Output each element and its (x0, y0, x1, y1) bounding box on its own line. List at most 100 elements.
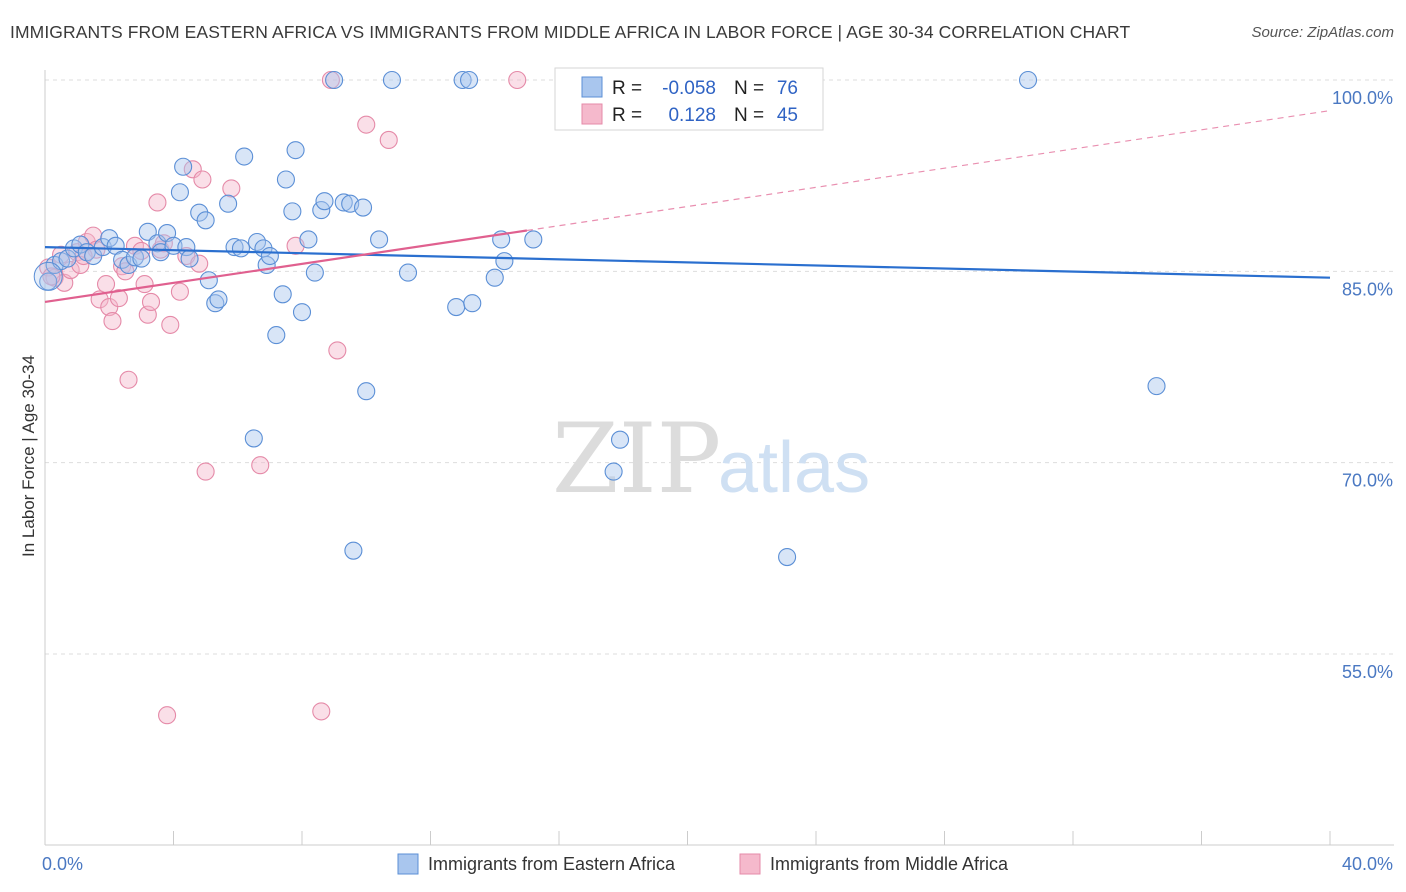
point-eastern-africa-56 (398, 263, 418, 282)
point-eastern-africa-45 (305, 263, 324, 282)
point-eastern-africa-60 (463, 294, 482, 313)
point-eastern-africa-21 (174, 157, 193, 176)
point-eastern-africa-20 (170, 183, 189, 202)
point-eastern-africa-41 (283, 202, 302, 221)
point-middle-africa-25 (161, 315, 180, 334)
point-eastern-africa-28 (209, 290, 228, 309)
point-eastern-africa-49 (334, 193, 353, 212)
chart-title: IMMIGRANTS FROM EASTERN AFRICA VS IMMIGR… (10, 22, 1131, 42)
point-middle-africa-14 (109, 289, 128, 308)
point-eastern-africa-34 (247, 232, 267, 252)
point-eastern-africa-53 (357, 382, 376, 401)
legend-n-label-1: N = (734, 78, 764, 99)
point-middle-africa-21 (141, 292, 161, 311)
point-eastern-africa-9 (100, 229, 119, 248)
point-eastern-africa-23 (180, 249, 199, 268)
point-eastern-africa-24 (190, 203, 209, 222)
point-eastern-africa-54 (370, 230, 389, 249)
point-eastern-africa-25 (196, 211, 215, 230)
legend-r-label-2: R = (612, 105, 642, 126)
legend-n-value-1: 76 (777, 78, 798, 99)
legend-r-label-1: R = (612, 78, 642, 99)
x-tick-label-1: 40.0% (1342, 854, 1393, 874)
y-tick-label-1: 70.0% (1342, 471, 1393, 491)
point-middle-africa-39 (379, 130, 398, 150)
legend-r-value-2: 0.128 (668, 105, 716, 126)
point-eastern-africa-48 (325, 70, 344, 90)
chart-source: Source: ZipAtlas.com (1251, 24, 1394, 41)
point-eastern-africa-63 (495, 252, 514, 271)
point-eastern-africa-64 (524, 230, 543, 249)
point-eastern-africa-37 (260, 246, 279, 266)
point-eastern-africa-59 (459, 70, 479, 90)
y-tick-label-2: 85.0% (1342, 279, 1393, 299)
point-eastern-africa-29 (219, 194, 238, 213)
point-middle-africa-30 (193, 170, 212, 189)
bottom-legend-label-pink: Immigrants from Middle Africa (770, 854, 1009, 874)
point-eastern-africa-68 (778, 548, 797, 567)
point-middle-africa-11 (96, 275, 116, 294)
y-tick-label-3: 100.0% (1332, 88, 1393, 108)
point-middle-africa-24 (158, 706, 177, 725)
point-eastern-africa-38 (267, 326, 286, 345)
point-eastern-africa-66 (604, 462, 623, 481)
legend-swatch-pink (581, 103, 603, 125)
point-eastern-africa-71 (1147, 377, 1166, 396)
point-middle-africa-37 (328, 341, 347, 360)
point-middle-africa-41 (42, 267, 61, 286)
point-middle-africa-19 (135, 275, 154, 294)
point-eastern-africa-31 (231, 239, 251, 258)
legend-n-label-2: N = (734, 105, 764, 126)
point-eastern-africa-26 (199, 271, 218, 290)
point-middle-africa-26 (170, 282, 189, 301)
watermark-atlas: atlas (718, 428, 870, 508)
point-middle-africa-35 (312, 702, 331, 721)
point-eastern-africa-43 (292, 303, 312, 322)
points-middle-africa (39, 70, 527, 725)
legend-n-value-2: 45 (777, 105, 798, 126)
point-eastern-africa-40 (276, 170, 295, 189)
top-legend: R = -0.058 N = 76 R = 0.128 N = 45 (554, 67, 824, 131)
axes (44, 70, 1394, 846)
bottom-legend: Immigrants from Eastern Africa Immigrant… (397, 853, 1009, 875)
y-axis-label: In Labor Force | Age 30-34 (19, 355, 38, 557)
point-middle-africa-33 (251, 456, 270, 475)
point-middle-africa-32 (222, 179, 241, 198)
point-middle-africa-13 (103, 312, 122, 331)
point-eastern-africa-3 (58, 249, 77, 268)
point-eastern-africa-57 (447, 297, 466, 317)
grid-lines (45, 79, 1395, 655)
point-eastern-africa-61 (485, 268, 504, 287)
trend-line-eastern-africa (44, 245, 1331, 279)
point-eastern-africa-67 (610, 430, 630, 449)
point-middle-africa-31 (196, 462, 215, 481)
point-eastern-africa-14 (132, 249, 151, 268)
point-middle-africa-29 (190, 254, 209, 273)
point-eastern-africa-39 (273, 285, 292, 304)
point-eastern-africa-33 (244, 429, 263, 448)
legend-swatch-blue (581, 76, 603, 98)
point-eastern-africa-55 (382, 70, 402, 90)
point-middle-africa-15 (113, 257, 132, 276)
bottom-legend-label-blue: Immigrants from Eastern Africa (428, 854, 676, 874)
y-tick-label-0: 55.0% (1342, 662, 1393, 682)
point-eastern-africa-51 (344, 541, 363, 560)
bottom-legend-swatch-blue (397, 853, 419, 875)
point-eastern-africa-47 (315, 192, 334, 211)
point-eastern-africa-52 (353, 198, 373, 217)
point-eastern-africa-70 (1018, 70, 1038, 90)
point-eastern-africa-8 (93, 238, 112, 257)
trend-lines (44, 110, 1331, 304)
x-tick-label-0: 0.0% (42, 854, 83, 874)
point-eastern-africa-42 (286, 141, 305, 160)
trend-line-middle-africa (44, 229, 528, 304)
y-tick-labels: 55.0% 70.0% 85.0% 100.0% (1332, 88, 1393, 682)
point-eastern-africa-44 (299, 230, 318, 249)
point-eastern-africa-58 (453, 70, 472, 90)
x-tick-labels: 0.0% 40.0% (42, 854, 1393, 874)
legend-r-value-1: -0.058 (662, 78, 716, 99)
point-middle-africa-22 (148, 193, 167, 212)
point-middle-africa-40 (508, 70, 527, 90)
bottom-legend-swatch-pink (739, 853, 761, 875)
